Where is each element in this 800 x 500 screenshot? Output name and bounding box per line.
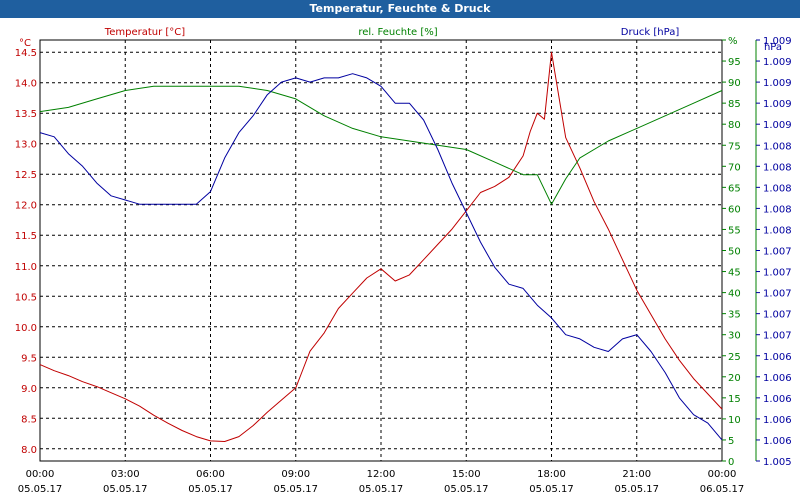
humidity-tick-label: 25 bbox=[728, 352, 741, 363]
pressure-tick-label: 1.007 bbox=[763, 310, 792, 321]
temperature-tick-label: 11.5 bbox=[15, 231, 37, 242]
series-line-pressure bbox=[39, 73, 723, 441]
pressure-tick-label: 1.005 bbox=[763, 457, 792, 468]
pressure-tick-label: 1.007 bbox=[763, 331, 792, 342]
pressure-tick-label: 1.009 bbox=[763, 36, 792, 47]
humidity-tick-label: 55 bbox=[728, 225, 741, 236]
humidity-tick-label: 50 bbox=[728, 247, 741, 258]
pressure-tick-label: 1.007 bbox=[763, 247, 792, 258]
pressure-tick-label: 1.006 bbox=[763, 415, 792, 426]
pressure-tick-label: 1.006 bbox=[763, 436, 792, 447]
x-tick-time: 15:00 bbox=[452, 469, 481, 480]
x-tick-time: 03:00 bbox=[111, 469, 140, 480]
x-tick-time: 18:00 bbox=[537, 469, 566, 480]
x-tick-date: 05.05.17 bbox=[614, 484, 659, 495]
temperature-tick-label: 11.0 bbox=[15, 262, 37, 273]
humidity-tick-label: 5 bbox=[728, 436, 734, 447]
x-tick-date: 05.05.17 bbox=[188, 484, 233, 495]
temperature-tick-label: 10.0 bbox=[15, 323, 37, 334]
humidity-tick-label: 65 bbox=[728, 183, 741, 194]
humidity-tick-label: 90 bbox=[728, 78, 741, 89]
humidity-tick-label: 60 bbox=[728, 204, 741, 215]
temperature-tick-label: 8.5 bbox=[21, 414, 37, 425]
temperature-tick-label: 12.5 bbox=[15, 170, 37, 181]
pressure-tick-label: 1.006 bbox=[763, 352, 792, 363]
x-tick-time: 12:00 bbox=[367, 469, 396, 480]
pressure-tick-label: 1.009 bbox=[763, 99, 792, 110]
pressure-tick-label: 1.007 bbox=[763, 289, 792, 300]
x-tick-time: 09:00 bbox=[281, 469, 310, 480]
humidity-tick-label: 85 bbox=[728, 99, 741, 110]
temperature-unit: °C bbox=[19, 38, 31, 49]
humidity-tick-label: 15 bbox=[728, 394, 741, 405]
humidity-tick-label: 30 bbox=[728, 331, 741, 342]
humidity-tick-label: 45 bbox=[728, 268, 741, 279]
pressure-tick-label: 1.009 bbox=[763, 57, 792, 68]
pressure-axis-label: Druck [hPa] bbox=[621, 27, 680, 38]
temperature-tick-label: 8.0 bbox=[21, 445, 37, 456]
temperature-tick-label: 9.0 bbox=[21, 384, 37, 395]
humidity-tick-label: % bbox=[728, 36, 738, 47]
humidity-tick-label: 0 bbox=[728, 457, 734, 468]
temperature-tick-label: 10.5 bbox=[15, 292, 37, 303]
humidity-tick-label: 95 bbox=[728, 57, 741, 68]
pressure-tick-label: 1.007 bbox=[763, 268, 792, 279]
pressure-tick-label: 1.006 bbox=[763, 373, 792, 384]
window-title: Temperatur, Feuchte & Druck bbox=[0, 0, 800, 18]
x-tick-date: 05.05.17 bbox=[103, 484, 148, 495]
pressure-tick-label: 1.008 bbox=[763, 183, 792, 194]
x-tick-time: 06:00 bbox=[196, 469, 225, 480]
x-tick-date: 05.05.17 bbox=[273, 484, 318, 495]
pressure-tick-label: 1.009 bbox=[763, 78, 792, 89]
series-line-humidity bbox=[39, 85, 723, 205]
x-tick-date: 05.05.17 bbox=[359, 484, 404, 495]
temperature-tick-label: 12.0 bbox=[15, 201, 37, 212]
x-tick-date: 05.05.17 bbox=[18, 484, 63, 495]
temperature-tick-label: 13.5 bbox=[15, 109, 37, 120]
pressure-tick-label: 1.009 bbox=[763, 120, 792, 131]
pressure-tick-label: 1.008 bbox=[763, 204, 792, 215]
humidity-tick-label: 70 bbox=[728, 162, 741, 173]
temperature-axis-label: Temperatur [°C] bbox=[104, 27, 185, 38]
pressure-tick-label: 1.008 bbox=[763, 225, 792, 236]
temperature-tick-label: 14.0 bbox=[15, 79, 37, 90]
x-tick-date: 05.05.17 bbox=[444, 484, 489, 495]
x-tick-time: 21:00 bbox=[622, 469, 651, 480]
temperature-tick-label: 14.5 bbox=[15, 48, 37, 59]
humidity-tick-label: 35 bbox=[728, 310, 741, 321]
x-tick-date: 06.05.17 bbox=[700, 484, 745, 495]
pressure-tick-label: 1.008 bbox=[763, 141, 792, 152]
x-tick-time: 00:00 bbox=[26, 469, 55, 480]
temperature-tick-label: 13.0 bbox=[15, 140, 37, 151]
x-tick-date: 05.05.17 bbox=[529, 484, 574, 495]
temperature-tick-label: 9.5 bbox=[21, 353, 37, 364]
humidity-tick-label: 80 bbox=[728, 120, 741, 131]
humidity-tick-label: 40 bbox=[728, 289, 741, 300]
humidity-tick-label: 20 bbox=[728, 373, 741, 384]
humidity-tick-label: 10 bbox=[728, 415, 741, 426]
x-tick-time: 00:00 bbox=[708, 469, 737, 480]
series-line-temperature bbox=[39, 51, 723, 442]
humidity-axis-label: rel. Feuchte [%] bbox=[358, 27, 437, 38]
chart: 00:00 05.05.17 03:00 05.05.17 06:00 05.05.17 0… bbox=[15, 27, 792, 495]
pressure-tick-label: 1.008 bbox=[763, 162, 792, 173]
pressure-unit: hPa bbox=[764, 42, 782, 53]
humidity-tick-label: 75 bbox=[728, 141, 741, 152]
pressure-tick-label: 1.006 bbox=[763, 394, 792, 405]
